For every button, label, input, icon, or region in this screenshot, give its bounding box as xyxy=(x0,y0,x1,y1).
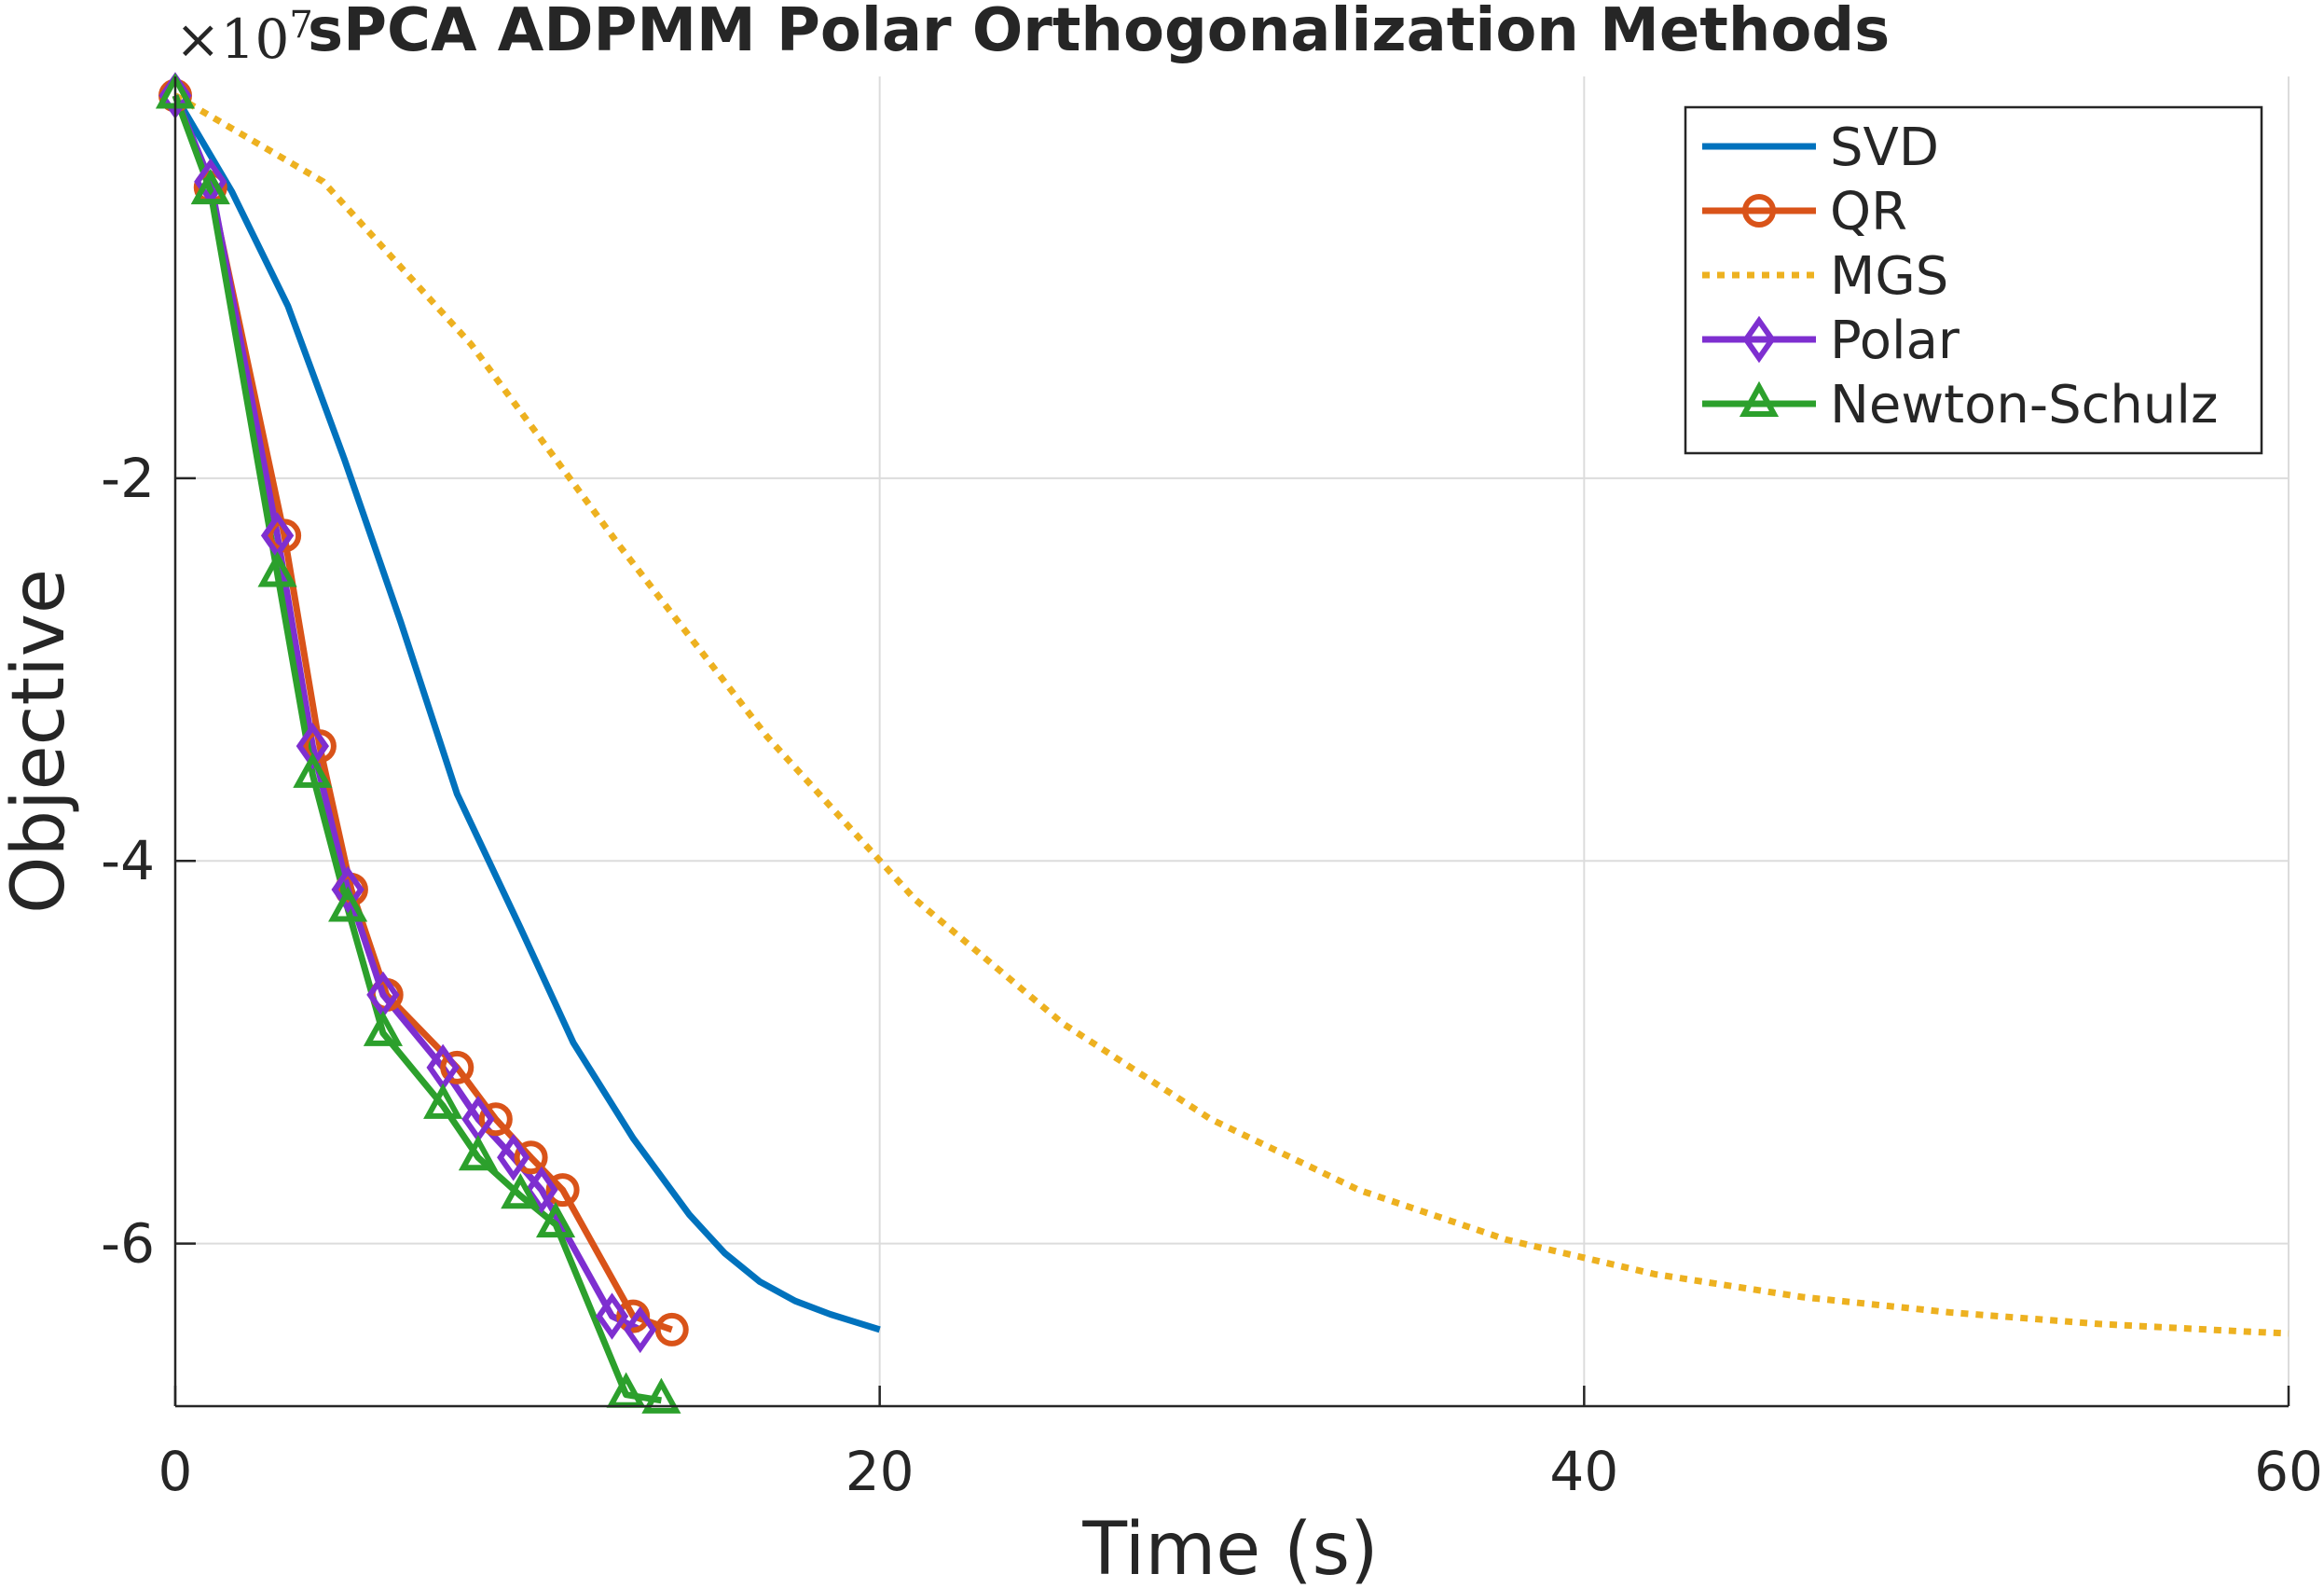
marker-polar-4 xyxy=(331,865,364,914)
marker-polar-10 xyxy=(595,1292,629,1340)
series-line-svd xyxy=(172,93,881,1333)
grid xyxy=(175,76,2290,1406)
axes: 0 20 40 60 -2 -4 -6 xyxy=(101,76,2323,1503)
legend-marker-polar xyxy=(1742,315,1776,364)
legend-label-qr: QR xyxy=(1830,182,1907,242)
marker-qr-2 xyxy=(268,518,302,553)
y-tick-label-2: -6 xyxy=(101,1212,155,1276)
marker-qr-8 xyxy=(514,1140,548,1175)
marker-qr-9 xyxy=(545,1173,580,1208)
marker-newton-schulz-10 xyxy=(606,1372,646,1408)
x-axis-label: Time (s) xyxy=(1081,1508,1378,1588)
marker-newton-schulz-11 xyxy=(641,1377,681,1414)
marker-polar-9 xyxy=(525,1166,558,1214)
chart-title: sPCA ADPMM Polar Orthogonalization Metho… xyxy=(308,0,1890,65)
legend-label-svd: SVD xyxy=(1830,117,1939,178)
marker-qr-3 xyxy=(302,729,337,764)
series-line-polar xyxy=(172,94,642,1333)
marker-polar-3 xyxy=(296,722,330,770)
legend-label-polar: Polar xyxy=(1830,311,1960,371)
marker-polar-11 xyxy=(624,1305,657,1354)
marker-qr-7 xyxy=(478,1102,513,1137)
series-line-newton-schulz xyxy=(172,94,662,1404)
y-axis-label: Objective xyxy=(0,569,81,914)
marker-qr-11 xyxy=(654,1312,689,1346)
x-tick-label-2: 40 xyxy=(1549,1440,1618,1503)
marker-newton-schulz-8 xyxy=(501,1173,541,1209)
marker-newton-schulz-7 xyxy=(458,1135,499,1171)
x-tick-label-3: 60 xyxy=(2254,1440,2323,1503)
x-tick-label-0: 0 xyxy=(158,1440,193,1503)
marker-newton-schulz-2 xyxy=(257,551,297,587)
legend-marker-qr xyxy=(1742,194,1776,228)
marker-newton-schulz-4 xyxy=(328,886,368,922)
series-lines xyxy=(172,92,2290,1404)
marker-qr-6 xyxy=(440,1050,474,1084)
legend-label-mgs: MGS xyxy=(1830,246,1948,307)
legend-box xyxy=(1684,105,2263,455)
x-tick-label-1: 20 xyxy=(846,1440,914,1503)
y-multiplier-exponent: 7 xyxy=(289,4,312,47)
y-tick-label-1: -4 xyxy=(101,829,155,892)
marker-newton-schulz-6 xyxy=(423,1083,463,1119)
legend-label-newton-schulz: Newton-Schulz xyxy=(1830,375,2218,435)
y-multiplier: ×107 xyxy=(175,4,313,71)
marker-newton-schulz-3 xyxy=(293,752,333,788)
series-line-mgs xyxy=(173,92,2290,1337)
y-tick-label-0: -2 xyxy=(101,447,155,510)
series-line-qr xyxy=(172,94,673,1333)
legend-marker-newton-schulz xyxy=(1739,380,1780,417)
marker-polar-8 xyxy=(497,1134,530,1181)
marker-newton-schulz-9 xyxy=(535,1201,576,1238)
marker-newton-schulz-5 xyxy=(363,1010,404,1046)
marker-newton-schulz-1 xyxy=(190,168,230,205)
series-markers xyxy=(155,72,689,1414)
